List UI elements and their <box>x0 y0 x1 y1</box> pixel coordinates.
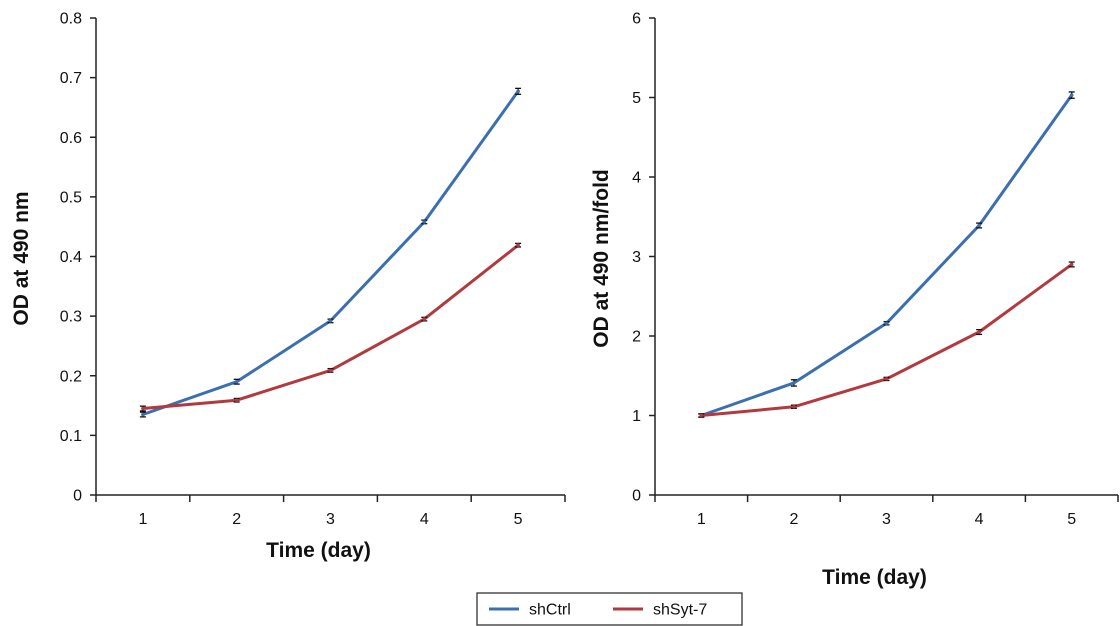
right-series-line-shsyt-7 <box>701 263 1073 417</box>
right-y-tick-label: 4 <box>632 170 641 187</box>
right-series-line-shctrl <box>700 94 1073 417</box>
right-x-tick-label: 5 <box>1067 511 1076 528</box>
left-y-tick-label: 0.7 <box>60 70 82 87</box>
left-x-tick-label: 4 <box>420 511 429 528</box>
right-data-point-shsyt-7 <box>792 404 796 409</box>
left-data-point-shctrl <box>516 89 520 94</box>
left-data-point-shsyt-7 <box>328 368 333 373</box>
left-y-tick-label: 0.6 <box>60 130 82 147</box>
legend-box <box>476 592 743 626</box>
left-y-axis-title: OD at 490 nm <box>10 191 33 325</box>
right-y-tick-label: 2 <box>632 329 641 346</box>
left-data-point-shsyt-7 <box>422 317 427 321</box>
left-y-tick-label: 0.3 <box>60 309 82 326</box>
right-data-point-shctrl <box>792 381 796 385</box>
chart-left-panel: 0 0.1 0.2 0.3 0.4 0.5 0.6 0.7 0.8 1 2 3 4 5 Time (day)… <box>10 11 566 562</box>
left-data-point-shctrl <box>422 220 427 224</box>
left-data-point-shsyt-7 <box>141 406 145 411</box>
left-x-tick-label: 2 <box>232 511 241 528</box>
right-data-point-shsyt-7 <box>1069 262 1074 267</box>
right-y-tick-label: 1 <box>632 408 641 425</box>
left-data-point-shctrl <box>328 319 333 323</box>
right-y-tick-label: 3 <box>632 249 641 266</box>
left-y-tick-label: 0.5 <box>60 189 82 206</box>
legend-label-shctrl: shCtrl <box>529 602 571 619</box>
left-data-point-shsyt-7 <box>234 398 239 402</box>
right-data-point-shctrl <box>977 223 981 228</box>
right-y-tick-label: 0 <box>632 488 641 505</box>
left-series-line-shsyt-7 <box>142 244 520 410</box>
right-x-tick-label: 1 <box>697 511 706 528</box>
left-data-point-shctrl <box>234 379 239 384</box>
legend-label-shsyt-7: shSyt-7 <box>653 602 707 619</box>
left-y-tick-label: 0.1 <box>60 428 82 445</box>
right-x-tick-label: 3 <box>882 511 891 528</box>
right-y-axis-title: OD at 490 nm/fold <box>590 169 613 348</box>
left-x-tick-label: 5 <box>514 511 523 528</box>
left-series-line-shctrl <box>142 90 520 416</box>
legend: shCtrl shSyt-7 <box>476 592 743 626</box>
left-y-tick-label: 0.4 <box>60 249 82 266</box>
left-y-tick-label: 0.8 <box>60 11 82 28</box>
right-y-tick-label: 5 <box>632 90 641 107</box>
left-x-tick-label: 1 <box>138 511 147 528</box>
left-data-point-shctrl <box>141 412 145 417</box>
right-y-tick-label: 6 <box>632 11 641 28</box>
left-y-tick-label: 0.2 <box>60 368 82 385</box>
left-data-point-shsyt-7 <box>516 243 520 247</box>
left-y-tick-label: 0 <box>73 488 82 505</box>
right-x-axis-title: Time (day) <box>822 566 927 589</box>
left-x-tick-label: 3 <box>326 511 335 528</box>
left-x-axis-title: Time (day) <box>266 539 371 562</box>
chart-right-panel: 0 1 2 3 4 5 6 1 2 3 4 5 Time (day) OD at 490 nm/fold <box>590 11 1119 589</box>
right-data-point-shsyt-7 <box>977 330 981 334</box>
right-data-point-shsyt-7 <box>884 377 889 381</box>
right-data-point-shctrl <box>884 321 889 326</box>
right-x-tick-label: 2 <box>789 511 798 528</box>
right-data-point-shsyt-7 <box>699 413 704 418</box>
right-x-tick-label: 4 <box>975 511 984 528</box>
right-data-point-shctrl <box>1069 93 1074 97</box>
